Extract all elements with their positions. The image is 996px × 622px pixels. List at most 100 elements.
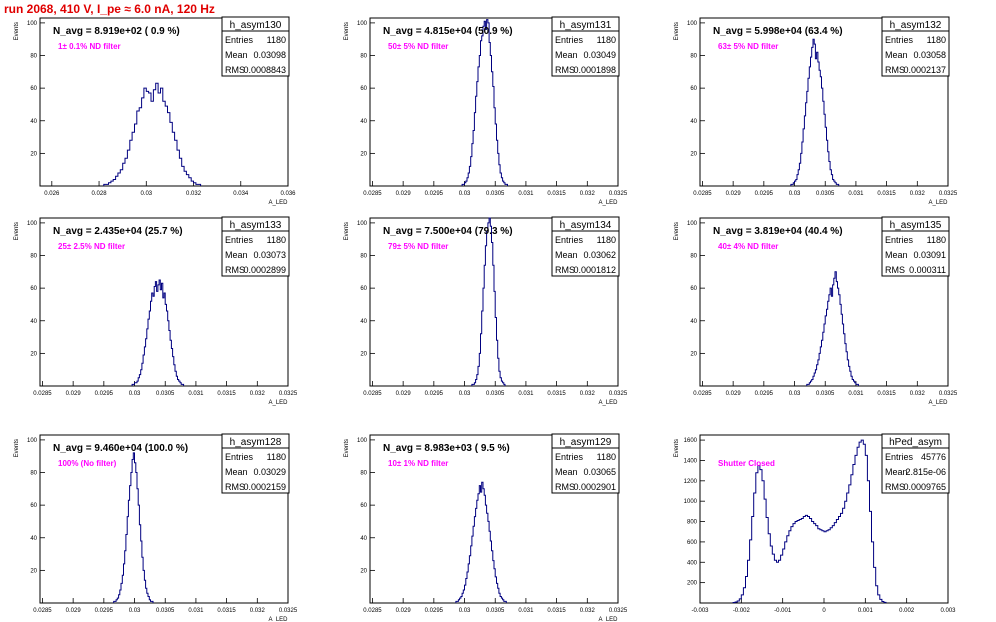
x-tick-label: 0.0285 [693, 391, 712, 397]
x-tick-label: 0.031 [188, 608, 204, 614]
y-axis-title: Events [14, 439, 20, 457]
stats-box [551, 16, 620, 77]
x-axis-title: A_LED [598, 400, 618, 406]
y-tick-label: 80 [360, 254, 367, 260]
filter-note: 25± 2.5% ND filter [58, 242, 125, 251]
y-tick-label: 40 [360, 536, 367, 542]
stats-label: Mean [225, 467, 248, 477]
stats-label: RMS [225, 482, 245, 492]
histogram-line [461, 19, 508, 186]
navg-label: N_avg = 5.998e+04 (63.4 %) [713, 26, 843, 37]
histogram-panel: 20 40 60 80 100 Events 0.0285 0.029 0.0295 0.03 0.… [14, 433, 298, 622]
x-tick-label: 0.029 [396, 608, 412, 614]
y-tick-label: 40 [30, 119, 37, 125]
stats-value: 0.03073 [253, 250, 286, 260]
y-tick-label: 20 [360, 151, 367, 157]
x-tick-label: 0.0305 [816, 391, 835, 397]
navg-label: N_avg = 2.435e+04 (25.7 %) [53, 226, 183, 237]
x-axis-title: A_LED [928, 400, 948, 406]
x-tick-label: 0.031 [188, 391, 204, 397]
y-tick-label: 20 [30, 351, 37, 357]
x-tick-label: 0.0285 [33, 391, 52, 397]
stats-value: 2.815e-06 [905, 467, 946, 477]
histogram-line [471, 217, 506, 386]
stats-box [881, 16, 950, 77]
x-tick-label: 0.0315 [877, 391, 896, 397]
stats-label: RMS [885, 482, 905, 492]
x-tick-label: 0.032 [250, 391, 266, 397]
plot-frame [39, 434, 289, 604]
y-tick-label: 80 [360, 54, 367, 60]
x-tick-label: 0.029 [396, 191, 412, 197]
y-tick-label: 40 [360, 319, 367, 325]
x-tick-label: -0.001 [774, 608, 792, 614]
stats-label: Entries [885, 35, 914, 45]
y-tick-label: 20 [360, 568, 367, 574]
stats-value: 0.0001812 [573, 265, 616, 275]
histogram-panel: 20 40 60 80 100 Events 0.026 0.028 0.03 0.032 0.03… [14, 16, 296, 206]
stats-label: Mean [555, 50, 578, 60]
filter-note: Shutter Closed [718, 459, 775, 468]
x-axis-title: A_LED [928, 200, 948, 206]
stats-box [221, 16, 290, 77]
y-tick-label: 400 [687, 560, 698, 566]
x-tick-label: 0.031 [518, 191, 534, 197]
x-tick-label: 0.031 [518, 608, 534, 614]
x-axis-title: A_LED [598, 617, 618, 622]
stats-value: 0.000311 [909, 265, 946, 275]
x-tick-label: 0.0315 [217, 391, 236, 397]
navg-label: N_avg = 8.983e+03 ( 9.5 %) [383, 443, 510, 454]
histogram-name: h_asym133 [230, 220, 282, 231]
stats-value: 1180 [927, 35, 946, 45]
filter-note: 1± 0.1% ND filter [58, 42, 121, 51]
y-tick-label: 80 [690, 254, 697, 260]
y-tick-label: 80 [30, 54, 37, 60]
x-tick-label: 0.029 [726, 391, 742, 397]
x-tick-label: 0.031 [518, 391, 534, 397]
y-tick-label: 1400 [684, 458, 698, 464]
x-tick-label: 0.0315 [547, 391, 566, 397]
x-tick-label: 0.0305 [156, 391, 175, 397]
x-tick-label: 0.026 [44, 191, 60, 197]
y-tick-label: 80 [30, 254, 37, 260]
x-tick-label: 0.029 [396, 391, 412, 397]
histogram-line [455, 481, 507, 603]
stats-label: Entries [885, 235, 914, 245]
y-tick-label: 40 [690, 119, 697, 125]
stats-value: 0.03029 [253, 467, 286, 477]
x-tick-label: 0.0325 [609, 191, 628, 197]
stats-value: 1180 [927, 235, 946, 245]
y-tick-label: 100 [27, 221, 38, 227]
x-tick-label: 0.032 [580, 191, 596, 197]
stats-label: Mean [225, 50, 248, 60]
y-tick-label: 60 [30, 286, 37, 292]
y-axis-title: Events [344, 222, 350, 240]
stats-label: Entries [225, 452, 254, 462]
filter-note: 79± 5% ND filter [388, 242, 448, 251]
x-tick-label: 0.0315 [217, 608, 236, 614]
y-tick-label: 600 [687, 540, 698, 546]
stats-value: 0.03098 [253, 50, 286, 60]
y-tick-label: 1600 [684, 438, 698, 444]
y-tick-label: 100 [687, 21, 698, 27]
stats-label: Entries [555, 235, 584, 245]
x-tick-label: 0.032 [186, 191, 202, 197]
stats-box [881, 433, 950, 494]
navg-label: N_avg = 9.460e+04 (100.0 %) [53, 443, 188, 454]
histogram-name: h_asym130 [230, 20, 282, 31]
histogram-panel: 20 40 60 80 100 Events 0.0285 0.029 0.0295 0.03 0.… [14, 216, 298, 406]
x-tick-label: 0.003 [940, 608, 956, 614]
y-tick-label: 60 [360, 503, 367, 509]
y-tick-label: 40 [30, 536, 37, 542]
histogram-name: h_asym132 [890, 20, 942, 31]
histogram-line [790, 38, 840, 186]
x-axis-title: A_LED [598, 200, 618, 206]
x-tick-label: 0.0295 [95, 391, 114, 397]
x-tick-label: 0.0295 [425, 391, 444, 397]
stats-label: RMS [555, 265, 575, 275]
y-tick-label: 60 [30, 503, 37, 509]
x-tick-label: 0.0315 [877, 191, 896, 197]
filter-note: 10± 1% ND filter [388, 459, 448, 468]
stats-value: 0.0001898 [573, 65, 616, 75]
y-tick-label: 1200 [684, 479, 698, 485]
